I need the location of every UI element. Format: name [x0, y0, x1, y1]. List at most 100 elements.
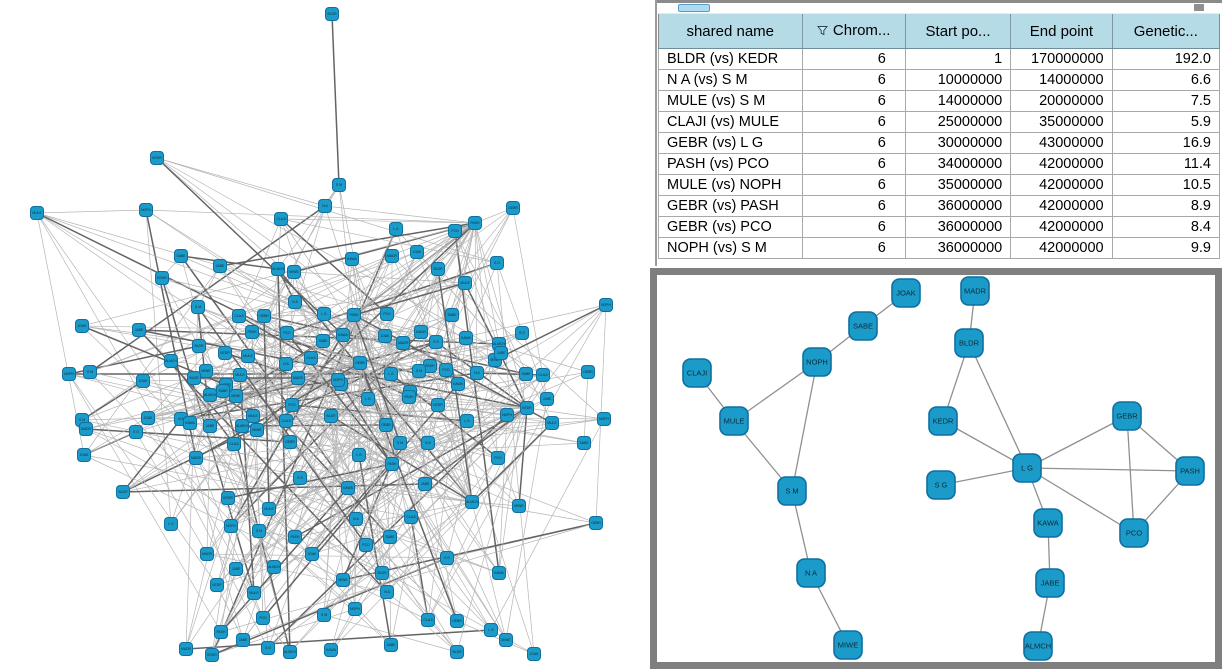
network-node[interactable]: JABE: [1035, 568, 1065, 598]
network-node[interactable]: KAWA: [451, 377, 465, 391]
network-node[interactable]: L G: [389, 222, 403, 236]
network-edge[interactable]: [437, 268, 605, 420]
network-edge[interactable]: [220, 222, 476, 633]
table-cell[interactable]: 43000000: [1010, 132, 1113, 154]
network-edge[interactable]: [222, 390, 291, 653]
network-node[interactable]: MULE: [30, 206, 44, 220]
network-node[interactable]: S G: [440, 551, 454, 565]
network-node[interactable]: ALMCH: [203, 388, 217, 402]
network-edge[interactable]: [512, 207, 548, 400]
network-edge[interactable]: [471, 422, 553, 503]
column-header-end-point[interactable]: End point: [1010, 13, 1113, 49]
network-node[interactable]: S M: [191, 300, 205, 314]
network-edge[interactable]: [85, 428, 313, 555]
network-edge[interactable]: [353, 314, 439, 406]
network-node[interactable]: PCO: [1119, 518, 1149, 548]
network-node[interactable]: S G: [261, 641, 275, 655]
network-edge[interactable]: [230, 463, 393, 527]
network-edge[interactable]: [277, 218, 282, 270]
network-node[interactable]: N A: [349, 512, 363, 526]
table-cell[interactable]: 42000000: [1010, 153, 1113, 175]
network-node[interactable]: KEDR: [221, 491, 235, 505]
table-cell[interactable]: CLAJI (vs) MULE: [658, 111, 803, 133]
network-node[interactable]: MULE: [545, 416, 559, 430]
network-node[interactable]: MIWE: [499, 633, 513, 647]
network-node[interactable]: MIWE: [199, 364, 213, 378]
network-node[interactable]: KAWA: [336, 328, 350, 342]
network-edge[interactable]: [408, 396, 528, 409]
network-node[interactable]: PASH: [402, 390, 416, 404]
network-edge[interactable]: [138, 329, 388, 593]
network-node[interactable]: N A: [470, 366, 484, 380]
table-cell[interactable]: 6: [801, 69, 906, 91]
network-node[interactable]: KEDR: [431, 398, 445, 412]
network-edge[interactable]: [247, 355, 401, 444]
network-edge[interactable]: [180, 407, 528, 420]
table-cell[interactable]: 30000000: [904, 132, 1012, 154]
network-node[interactable]: PCO: [380, 307, 394, 321]
network-node[interactable]: MADR: [960, 276, 990, 306]
network-node[interactable]: NOPH: [139, 203, 153, 217]
network-node[interactable]: BLDR: [324, 409, 338, 423]
network-edge[interactable]: [235, 332, 523, 397]
network-edge[interactable]: [494, 304, 607, 361]
network-edge[interactable]: [490, 418, 605, 631]
table-cell[interactable]: PASH (vs) PCO: [658, 153, 803, 175]
network-node[interactable]: NOPH: [62, 367, 76, 381]
network-node[interactable]: CLAJI: [536, 368, 550, 382]
network-edge[interactable]: [185, 443, 235, 650]
network-node[interactable]: KEDR: [205, 648, 219, 662]
table-cell[interactable]: 6: [801, 132, 906, 154]
table-cell[interactable]: 10.5: [1111, 174, 1221, 196]
network-node[interactable]: PCO: [256, 611, 270, 625]
network-node[interactable]: NOPH: [802, 347, 832, 377]
table-cell[interactable]: 35000000: [904, 174, 1012, 196]
network-edge[interactable]: [224, 352, 393, 465]
network-node[interactable]: N A: [421, 436, 435, 450]
network-edge[interactable]: [526, 304, 607, 409]
network-edge[interactable]: [227, 497, 392, 646]
network-node[interactable]: GEBR: [257, 309, 271, 323]
network-node[interactable]: L G: [352, 448, 366, 462]
network-node[interactable]: SABE: [383, 530, 397, 544]
network-node[interactable]: S M: [317, 608, 331, 622]
network-edge[interactable]: [427, 304, 607, 621]
table-cell[interactable]: 36000000: [904, 195, 1012, 217]
network-node[interactable]: ALMCH: [267, 560, 281, 574]
network-edge[interactable]: [446, 359, 496, 559]
network-node[interactable]: BLDR: [431, 262, 445, 276]
table-cell[interactable]: 6: [801, 237, 906, 259]
network-node[interactable]: KEDR: [155, 271, 169, 285]
network-node[interactable]: S G: [515, 326, 529, 340]
network-edge[interactable]: [359, 230, 456, 364]
table-cell[interactable]: BLDR (vs) KEDR: [658, 48, 803, 70]
network-edge[interactable]: [310, 357, 458, 622]
network-edge[interactable]: [36, 212, 182, 420]
network-node[interactable]: MULE: [246, 409, 260, 423]
network-node[interactable]: JOAK: [141, 411, 155, 425]
network-edge[interactable]: [427, 407, 528, 621]
network-edge[interactable]: [285, 363, 473, 503]
network-node[interactable]: MADR: [200, 547, 214, 561]
network-edge[interactable]: [122, 418, 182, 493]
network-node[interactable]: JABE: [236, 633, 250, 647]
network-edge[interactable]: [68, 373, 401, 444]
network-node[interactable]: L G: [317, 307, 331, 321]
table-row[interactable]: N A (vs) S M 6 10000000 14000000 6.6: [658, 69, 1221, 91]
network-edge[interactable]: [145, 209, 392, 375]
network-node[interactable]: KEDR: [218, 346, 232, 360]
table-cell[interactable]: 35000000: [1010, 111, 1113, 133]
network-node[interactable]: N A: [279, 357, 293, 371]
network-node[interactable]: PCO: [491, 451, 505, 465]
network-edge[interactable]: [437, 404, 553, 424]
network-edge[interactable]: [437, 404, 473, 503]
network-node[interactable]: SABE: [216, 384, 230, 398]
network-edge[interactable]: [454, 207, 514, 232]
network-node[interactable]: CLAJI: [682, 358, 712, 388]
network-edge[interactable]: [256, 222, 476, 431]
network-node[interactable]: KAWA: [492, 566, 506, 580]
network-edge[interactable]: [238, 315, 312, 359]
table-cell[interactable]: 36000000: [904, 216, 1012, 238]
table-cell[interactable]: GEBR (vs) PCO: [658, 216, 803, 238]
network-node[interactable]: KAWA: [183, 416, 197, 430]
